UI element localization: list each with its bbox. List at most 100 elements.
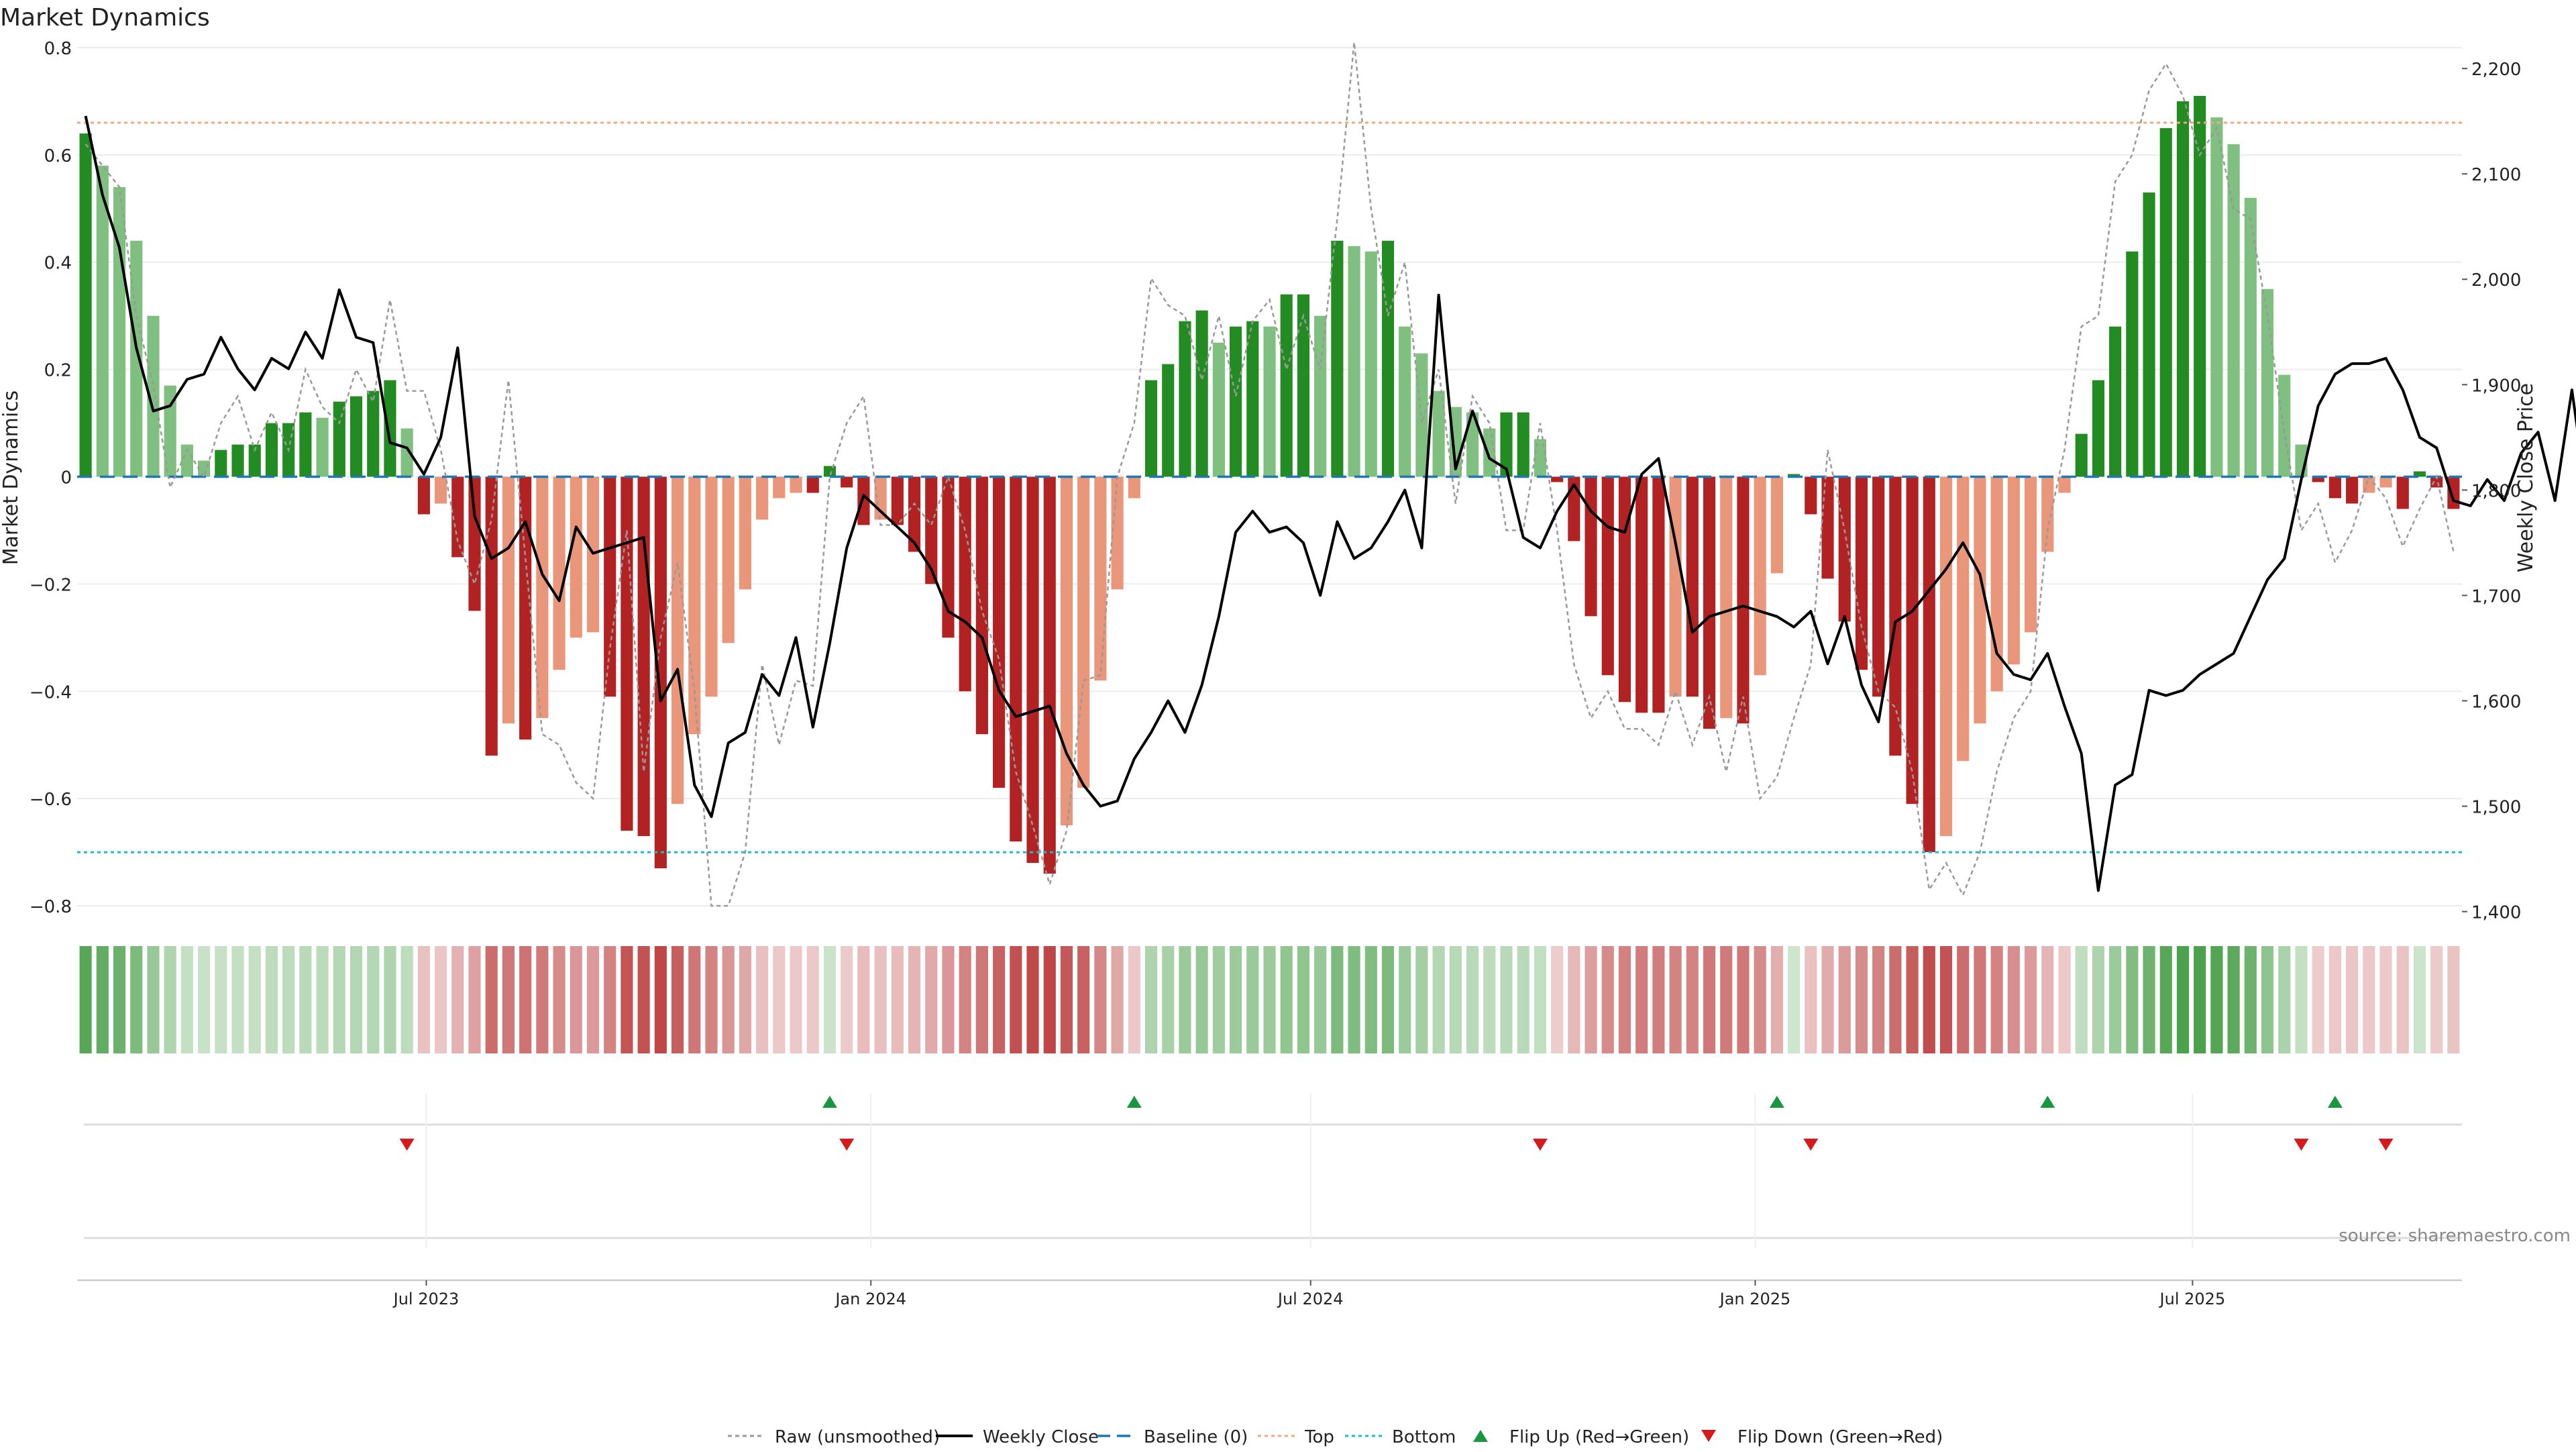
flip-up-marker bbox=[1769, 1096, 1784, 1108]
momentum-bar bbox=[79, 133, 92, 477]
momentum-bar bbox=[519, 476, 532, 740]
momentum-bar bbox=[1466, 412, 1479, 477]
momentum-bar bbox=[1703, 476, 1716, 729]
heat-cell bbox=[857, 946, 870, 1053]
y2-tick-label: 2,000 bbox=[2471, 270, 2521, 291]
legend: Raw (unsmoothed) Weekly Close Baseline (0)… bbox=[728, 1427, 1943, 1447]
momentum-bar bbox=[1635, 476, 1648, 713]
heat-cell bbox=[688, 946, 701, 1053]
heat-cell bbox=[231, 946, 244, 1053]
heat-cell bbox=[1974, 946, 1986, 1053]
y2-axis-label: Weekly Close Price bbox=[2514, 383, 2538, 572]
momentum-bar bbox=[1077, 476, 1090, 788]
momentum-bar bbox=[1331, 240, 1344, 477]
heat-cell bbox=[1906, 946, 1919, 1053]
y-tick-label: −0.6 bbox=[30, 790, 72, 810]
heat-cell bbox=[1585, 946, 1597, 1053]
momentum-bar bbox=[1855, 476, 1868, 670]
weekly-close-line bbox=[84, 115, 2576, 892]
heat-cell bbox=[1026, 946, 1039, 1053]
heat-cell bbox=[2058, 946, 2071, 1053]
momentum-bar bbox=[975, 476, 988, 735]
heat-cell bbox=[434, 946, 447, 1053]
momentum-bar bbox=[96, 165, 109, 477]
momentum-bar bbox=[1669, 476, 1682, 697]
momentum-bar bbox=[925, 476, 938, 584]
momentum-bar bbox=[1618, 476, 1631, 703]
momentum-bar bbox=[1788, 474, 1801, 477]
heat-cell bbox=[841, 946, 853, 1053]
momentum-bar bbox=[434, 476, 447, 504]
momentum-bar bbox=[1686, 476, 1699, 697]
y2-tick-label: 1,500 bbox=[2471, 798, 2521, 818]
heat-cell bbox=[1568, 946, 1580, 1053]
heat-cell bbox=[1534, 946, 1546, 1053]
legend-label: Raw (unsmoothed) bbox=[775, 1427, 940, 1447]
heat-cell bbox=[1889, 946, 1902, 1053]
momentum-bar bbox=[1280, 294, 1293, 477]
flip-up-marker bbox=[822, 1096, 837, 1108]
momentum-bar bbox=[2396, 476, 2409, 509]
momentum-bar bbox=[1144, 380, 1158, 477]
heat-cell bbox=[553, 946, 566, 1053]
y2-tick-label: 1,400 bbox=[2471, 903, 2521, 923]
momentum-bar bbox=[654, 476, 667, 869]
heat-cell bbox=[1415, 946, 1428, 1053]
heat-cell bbox=[2312, 946, 2324, 1053]
heat-cell bbox=[1449, 946, 1462, 1053]
momentum-bar bbox=[739, 476, 751, 590]
heat-cell bbox=[198, 946, 211, 1053]
momentum-bar bbox=[1179, 321, 1191, 477]
heat-cell bbox=[1162, 946, 1175, 1053]
heat-cell bbox=[891, 946, 904, 1053]
heat-cell bbox=[282, 946, 295, 1053]
momentum-bar bbox=[1212, 342, 1225, 477]
heat-cell bbox=[1703, 946, 1716, 1053]
heat-cell bbox=[1060, 946, 1073, 1053]
momentum-bar bbox=[908, 476, 921, 552]
momentum-bar bbox=[756, 476, 769, 520]
momentum-bar bbox=[333, 401, 345, 477]
heat-cell bbox=[1195, 946, 1208, 1053]
momentum-bar bbox=[2210, 117, 2223, 477]
heat-cell bbox=[671, 946, 684, 1053]
momentum-bar bbox=[536, 476, 549, 719]
heat-cell bbox=[1754, 946, 1766, 1053]
heat-cell bbox=[400, 946, 413, 1053]
momentum-bar bbox=[2244, 197, 2257, 477]
heat-cell bbox=[1077, 946, 1090, 1053]
momentum-bar bbox=[2159, 127, 2172, 477]
y2-tick-label: 2,200 bbox=[2471, 60, 2521, 80]
heat-cell bbox=[2430, 946, 2443, 1053]
momentum-bar bbox=[1720, 476, 1733, 719]
heat-cell bbox=[384, 946, 396, 1053]
heat-cell bbox=[502, 946, 515, 1053]
y-tick-label: 0 bbox=[60, 468, 72, 488]
heat-cell bbox=[874, 946, 887, 1053]
legend-label: Weekly Close bbox=[983, 1427, 1099, 1447]
momentum-bar bbox=[1500, 412, 1513, 477]
heat-cell bbox=[2396, 946, 2409, 1053]
heat-cell bbox=[536, 946, 549, 1053]
momentum-bar bbox=[384, 380, 396, 477]
heat-cell bbox=[1601, 946, 1614, 1053]
momentum-bar bbox=[688, 476, 701, 735]
heat-cell bbox=[2194, 946, 2206, 1053]
momentum-bar bbox=[942, 476, 955, 638]
momentum-bar bbox=[367, 391, 380, 477]
heat-cell bbox=[1957, 946, 1970, 1053]
heat-cell bbox=[1229, 946, 1242, 1053]
raw-unsmoothed-line bbox=[85, 42, 2455, 907]
heat-cell bbox=[417, 946, 430, 1053]
heat-cell bbox=[1669, 946, 1682, 1053]
momentum-bar bbox=[147, 315, 160, 477]
momentum-bar bbox=[164, 385, 176, 477]
y2-tick-label: 1,900 bbox=[2471, 376, 2521, 396]
flip-up-marker bbox=[2040, 1096, 2055, 1108]
y-tick-label: 0.2 bbox=[44, 361, 72, 381]
heat-cell bbox=[265, 946, 278, 1053]
momentum-bar bbox=[1381, 240, 1395, 477]
heat-cell bbox=[1805, 946, 1817, 1053]
momentum-bar bbox=[2379, 476, 2392, 488]
